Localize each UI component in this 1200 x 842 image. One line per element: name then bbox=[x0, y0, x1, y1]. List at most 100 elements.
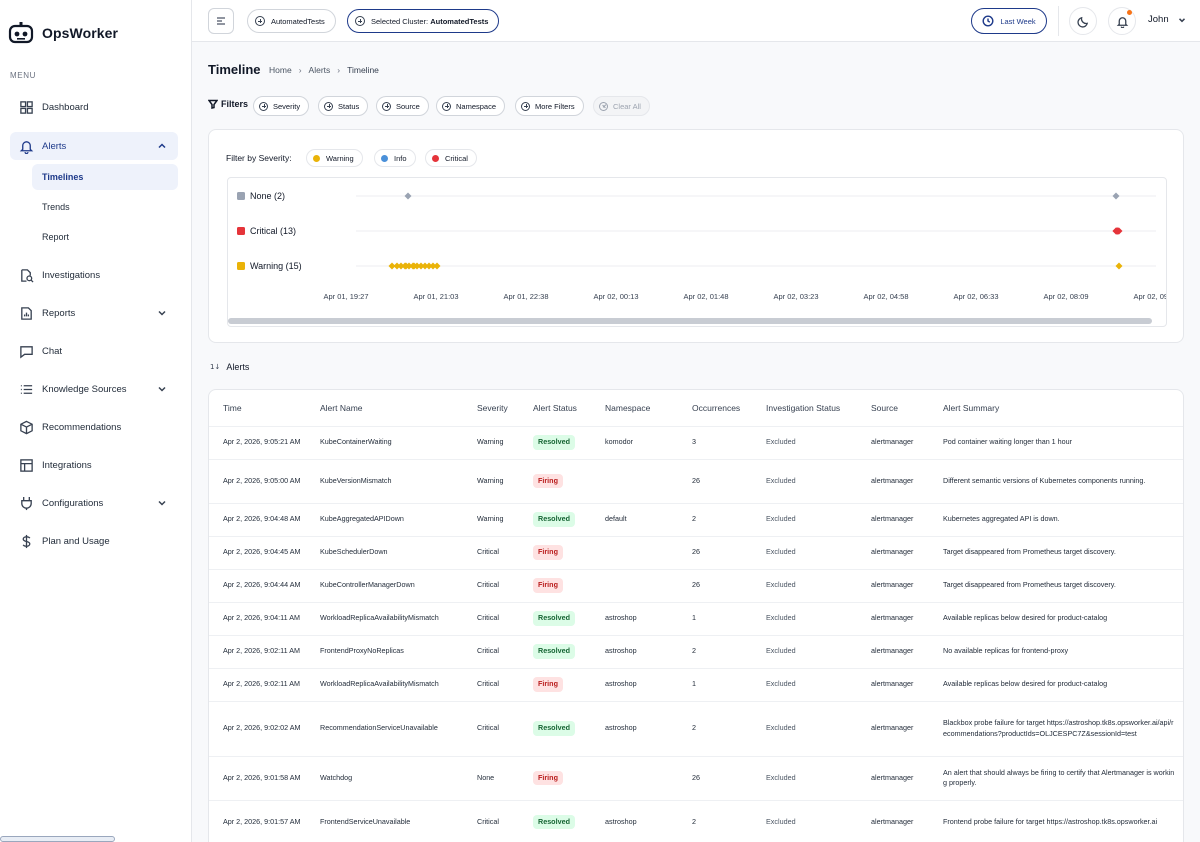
sidebar-horizontal-scrollbar[interactable] bbox=[0, 836, 115, 842]
filter-status-chip[interactable]: Status bbox=[318, 96, 369, 116]
column-header[interactable]: Alert Summary bbox=[943, 402, 1000, 413]
breadcrumb-home[interactable]: Home bbox=[269, 65, 292, 75]
timeline-scrollbar[interactable] bbox=[228, 318, 1152, 324]
severity-chip-info[interactable]: Info bbox=[374, 149, 416, 167]
cell-investigation: Excluded bbox=[766, 755, 871, 800]
filter-severity-chip[interactable]: Severity bbox=[253, 96, 310, 116]
chevron-down-icon[interactable] bbox=[156, 383, 168, 395]
sidebar-item-configurations[interactable]: Configurations bbox=[10, 489, 178, 517]
alerts-table: Time Alert Name Severity Alert Status Namesp… bbox=[209, 390, 1183, 842]
page-title: Timeline bbox=[208, 62, 261, 77]
table-row[interactable]: Apr 2, 2026, 9:04:45 AM KubeSchedulerDown… bbox=[209, 535, 1183, 569]
table-row[interactable]: Apr 2, 2026, 9:04:11 AM WorkloadReplicaAv… bbox=[209, 601, 1183, 635]
sidebar-item-knowledge-sources[interactable]: Knowledge Sources bbox=[10, 375, 178, 403]
plus-circle-icon bbox=[259, 101, 268, 111]
sidebar-item-investigations[interactable]: Investigations bbox=[10, 261, 178, 289]
notifications-button[interactable] bbox=[1108, 7, 1136, 35]
sidebar-item-integrations[interactable]: Integrations bbox=[10, 451, 178, 479]
sidebar-item-alerts[interactable]: Alerts bbox=[10, 132, 178, 160]
timeline-event-warning[interactable] bbox=[410, 262, 418, 270]
menu-label: MENU bbox=[10, 71, 36, 80]
sidebar-item-chat[interactable]: Chat bbox=[10, 337, 178, 365]
table-row[interactable]: Apr 2, 2026, 9:02:02 AM RecommendationSer… bbox=[209, 700, 1183, 756]
sidebar-item-plan-and-usage[interactable]: Plan and Usage bbox=[10, 527, 178, 555]
table-row[interactable]: Apr 2, 2026, 9:02:11 AM FrontendProxyNoRe… bbox=[209, 634, 1183, 668]
cell-severity: Critical bbox=[477, 568, 533, 602]
timeline-event-none[interactable] bbox=[1112, 192, 1120, 200]
table-row[interactable]: Apr 2, 2026, 9:04:48 AM KubeAggregatedAPI… bbox=[209, 502, 1183, 536]
timeline-tick-label: Apr 02, 01:48 bbox=[683, 292, 728, 301]
chevron-down-icon[interactable] bbox=[156, 497, 168, 509]
column-header[interactable]: Occurrences bbox=[692, 402, 741, 413]
cell-status: Resolved bbox=[533, 700, 605, 756]
sidebar-item-recommendations[interactable]: Recommendations bbox=[10, 413, 178, 441]
column-header[interactable]: Source bbox=[871, 402, 898, 413]
chevron-down-icon[interactable] bbox=[156, 307, 168, 319]
table-row[interactable]: Apr 2, 2026, 9:04:44 AM KubeControllerMan… bbox=[209, 568, 1183, 602]
timeline-event-warning[interactable] bbox=[429, 262, 437, 270]
severity-chip-warning[interactable]: Warning bbox=[306, 149, 363, 167]
filter-source-chip[interactable]: Source bbox=[376, 96, 429, 116]
column-header[interactable]: Alert Name bbox=[320, 402, 363, 413]
theme-toggle-button[interactable] bbox=[1069, 7, 1097, 35]
timeline-event-warning[interactable] bbox=[397, 262, 405, 270]
timeline-event-warning[interactable] bbox=[417, 262, 425, 270]
column-header[interactable]: Alert Status bbox=[533, 402, 577, 413]
chevron-up-icon[interactable] bbox=[156, 140, 168, 152]
cell-severity: Critical bbox=[477, 700, 533, 756]
sidebar-subitem-trends[interactable]: Trends bbox=[42, 202, 70, 212]
user-menu[interactable]: John bbox=[1148, 14, 1187, 25]
severity-chip-critical[interactable]: Critical bbox=[425, 149, 477, 167]
user-name: John bbox=[1148, 14, 1169, 25]
table-row[interactable]: Apr 2, 2026, 9:02:11 AM WorkloadReplicaAv… bbox=[209, 667, 1183, 701]
timeline-row-swatch bbox=[237, 262, 245, 270]
sidebar-item-dashboard[interactable]: Dashboard bbox=[10, 93, 178, 121]
breadcrumb-alerts[interactable]: Alerts bbox=[308, 65, 331, 75]
timeline-event-warning[interactable] bbox=[421, 262, 429, 270]
filter-namespace-chip[interactable]: Namespace bbox=[436, 96, 506, 116]
table-row[interactable]: Apr 2, 2026, 9:05:00 AM KubeVersionMismat… bbox=[209, 458, 1183, 503]
breadcrumb-current: Timeline bbox=[347, 65, 379, 75]
cell-status: Resolved bbox=[533, 425, 605, 459]
plug-icon bbox=[18, 495, 34, 511]
bell-icon bbox=[1116, 16, 1128, 28]
timeline-row-swatch bbox=[237, 192, 245, 200]
cell-source: alertmanager bbox=[871, 799, 943, 842]
sidebar-subitem-report[interactable]: Report bbox=[42, 232, 70, 242]
cell-summary: Pod container waiting longer than 1 hour bbox=[943, 425, 1183, 459]
timeline-event-warning[interactable] bbox=[433, 262, 441, 270]
cell-occurrences: 1 bbox=[692, 601, 766, 635]
column-header[interactable]: Namespace bbox=[605, 402, 651, 413]
filter-more-chip[interactable]: More Filters bbox=[515, 96, 584, 116]
timeline-event-warning[interactable] bbox=[425, 262, 433, 270]
project-selector-pill[interactable]: AutomatedTests bbox=[247, 9, 336, 33]
timeline-event-critical[interactable] bbox=[1114, 227, 1122, 235]
timeline-event-warning[interactable] bbox=[1115, 262, 1123, 270]
clear-all-button[interactable]: Clear All bbox=[593, 96, 650, 116]
column-header[interactable]: Severity bbox=[477, 402, 508, 413]
column-header[interactable]: Investigation Status bbox=[766, 402, 841, 413]
table-row[interactable]: Apr 2, 2026, 9:01:57 AM FrontendServiceUn… bbox=[209, 799, 1183, 842]
sidebar-subitem-timelines[interactable]: Timelines bbox=[32, 164, 178, 190]
timeline-event-none[interactable] bbox=[404, 192, 412, 200]
cluster-selector-pill[interactable]: Selected Cluster: AutomatedTests bbox=[347, 9, 500, 33]
menu-lines-icon bbox=[217, 17, 225, 25]
cell-status: Resolved bbox=[533, 799, 605, 842]
timeline-event-warning[interactable] bbox=[402, 262, 410, 270]
time-range-button[interactable]: Last Week bbox=[971, 8, 1047, 34]
logo[interactable]: OpsWorker bbox=[8, 20, 118, 46]
breadcrumb-separator-icon: › bbox=[337, 65, 341, 75]
dollar-icon bbox=[18, 533, 34, 549]
cell-time: Apr 2, 2026, 9:04:45 AM bbox=[209, 535, 320, 569]
cell-severity: Critical bbox=[477, 667, 533, 701]
sidebar-item-reports[interactable]: Reports bbox=[10, 299, 178, 327]
status-badge: Firing bbox=[533, 545, 563, 560]
timeline-event-warning[interactable] bbox=[393, 262, 401, 270]
timeline-event-warning[interactable] bbox=[388, 262, 396, 270]
timeline-tick-label: Apr 01, 19:27 bbox=[323, 292, 368, 301]
column-header[interactable]: Time bbox=[223, 402, 242, 413]
toggle-sidebar-button[interactable] bbox=[208, 8, 234, 34]
table-row[interactable]: Apr 2, 2026, 9:05:21 AM KubeContainerWait… bbox=[209, 425, 1183, 459]
table-row[interactable]: Apr 2, 2026, 9:01:58 AM Watchdog None Firin… bbox=[209, 755, 1183, 800]
cell-source: alertmanager bbox=[871, 502, 943, 536]
